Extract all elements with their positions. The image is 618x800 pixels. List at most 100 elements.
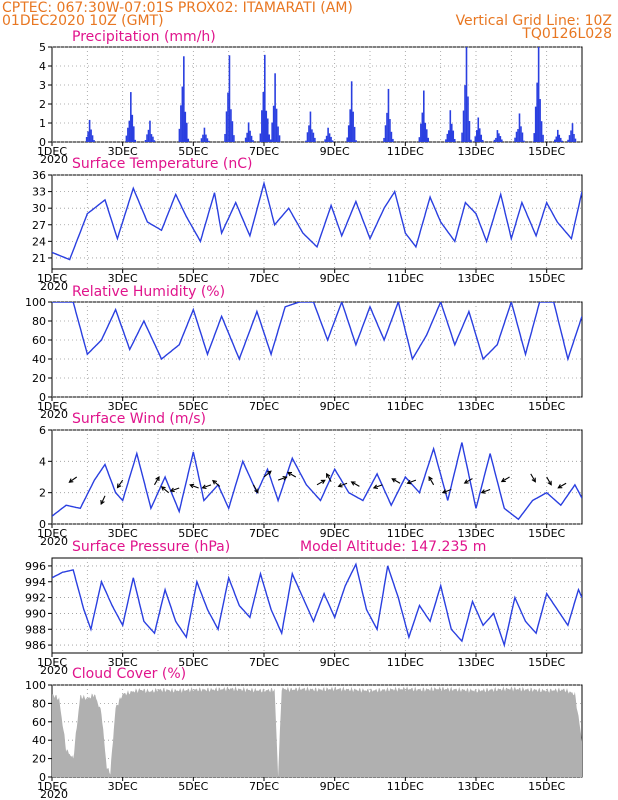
panel-2: 0 20 40 60 80 100 1DEC 3DEC 5DEC 7DEC 9DEC 11DEC 13D… <box>25 296 583 421</box>
precip-bar <box>467 96 469 142</box>
precip-bar <box>352 111 354 142</box>
precip-bar <box>567 139 569 142</box>
x-tick-label: 5DEC <box>178 145 208 158</box>
precip-bar <box>523 140 525 142</box>
precip-bar <box>90 129 92 142</box>
wind-arrow-head <box>391 478 397 483</box>
panel-body <box>52 562 582 648</box>
panel-frame <box>51 557 583 654</box>
precip-bar <box>132 126 135 142</box>
series-line <box>52 442 582 521</box>
wind-arrow-shaft <box>287 472 297 478</box>
wind-arrow-head <box>350 481 356 486</box>
x-tick-label: 7DEC <box>249 780 279 793</box>
precip-bar <box>181 86 184 142</box>
wind-arrow-shaft <box>581 484 582 486</box>
x-tick-label: 9DEC <box>320 272 350 285</box>
precip-bar <box>355 140 357 142</box>
precip-bar <box>271 122 273 142</box>
wind-arrow-shaft <box>338 482 348 487</box>
x-tick-label: 13DEC <box>457 780 494 793</box>
wind-arrow-shaft <box>117 479 124 488</box>
precip-bar <box>350 81 353 142</box>
precip-bar <box>227 92 229 142</box>
precip-bar <box>312 132 315 142</box>
precip-bar <box>462 110 465 142</box>
precip-bar <box>446 133 449 142</box>
x-tick-label: 9DEC <box>320 656 350 669</box>
precip-bar <box>277 126 279 142</box>
precip-bar <box>224 133 226 142</box>
wind-arrow-shaft <box>351 481 360 487</box>
precip-bar <box>231 121 234 142</box>
panel-4: 986 988 990 992 994 996 1DEC 3DEC 5DEC 7DEC 9DEC 11… <box>25 557 583 677</box>
precip-bar <box>559 137 562 142</box>
wind-arrow-head <box>428 475 433 482</box>
precip-bar <box>131 114 134 142</box>
precip-bar <box>233 135 235 142</box>
wind-arrow-head <box>254 488 259 494</box>
precip-bar <box>262 91 265 142</box>
y-tick-label: 6 <box>39 424 46 437</box>
panel-0: 0 1 2 3 4 5 1DEC 3DEC 5DEC 7DEC 9DEC 11DEC 13DEC 15DE… <box>37 41 583 166</box>
wind-arrow-head <box>406 479 412 485</box>
precip-bar <box>330 136 332 142</box>
panel-body <box>52 686 582 777</box>
precip-bar <box>266 118 269 142</box>
x-tick-label: 3DEC <box>108 780 138 793</box>
precip-bar <box>427 137 430 142</box>
wind-arrow-shaft <box>161 486 169 494</box>
x-tick-label: 15DEC <box>528 780 565 793</box>
precip-bar <box>477 117 480 142</box>
y-tick-label: 20 <box>32 372 46 385</box>
y-tick-label: 994 <box>25 576 46 589</box>
precip-bar <box>389 119 391 142</box>
precip-bar <box>308 125 310 142</box>
y-tick-label: 4 <box>39 60 46 73</box>
header-line1-left: CPTEC: 067:30W-07:01S PROX02: ITAMARATI … <box>2 0 353 16</box>
x-tick-label: 7DEC <box>249 400 279 413</box>
x-tick-label: 1DEC <box>37 272 67 285</box>
x-tick-label: 5DEC <box>178 656 208 669</box>
panel-1: 21 24 27 30 33 36 1DEC 3DEC 5DEC 7DEC 9DEC 11DEC 13D… <box>32 169 583 293</box>
x-tick-label: 1DEC <box>37 780 67 793</box>
wind-arrow-shaft <box>326 473 332 482</box>
y-tick-label: 1 <box>39 117 46 130</box>
precip-bar <box>183 56 185 142</box>
x-tick-label: 15DEC <box>528 400 565 413</box>
precip-bar <box>387 88 390 142</box>
y-tick-label: 100 <box>25 679 46 692</box>
precip-title: Precipitation (mm/h) <box>72 29 216 45</box>
panel-frame <box>51 429 583 525</box>
precip-bar <box>537 47 540 142</box>
precip-bar <box>418 137 421 142</box>
wind-arrow-head <box>337 482 343 488</box>
precip-bar <box>259 133 262 142</box>
wind-arrow-head <box>480 489 486 494</box>
precip-bar <box>228 55 231 142</box>
precip-bar <box>514 137 516 142</box>
panel-body <box>52 442 599 521</box>
y-tick-label: 40 <box>32 353 46 366</box>
precip-bar <box>331 140 334 142</box>
y-tick-label: 20 <box>32 753 46 766</box>
y-tick-label: 100 <box>25 296 46 309</box>
x-tick-label: 13DEC <box>457 527 494 540</box>
x-tick-label: 3DEC <box>108 400 138 413</box>
wind-arrow-shaft <box>593 477 599 483</box>
precip-bar <box>265 110 268 142</box>
precip-bar <box>87 131 89 142</box>
y-tick-label: 80 <box>32 315 46 328</box>
precip-bar <box>225 111 228 142</box>
header-line2-right: Vertical Grid Line: 10Z <box>456 13 612 29</box>
series-line <box>52 302 582 362</box>
wind-arrow-shaft <box>530 473 536 482</box>
precip-bar <box>534 106 537 142</box>
wind-arrow-shaft <box>252 484 259 493</box>
panel-body <box>85 47 577 142</box>
precip-bar <box>493 139 496 142</box>
y-tick-label: 0 <box>39 771 46 784</box>
cloud-area <box>52 686 582 777</box>
precip-bar <box>495 137 497 142</box>
x-tick-label: 7DEC <box>249 272 279 285</box>
